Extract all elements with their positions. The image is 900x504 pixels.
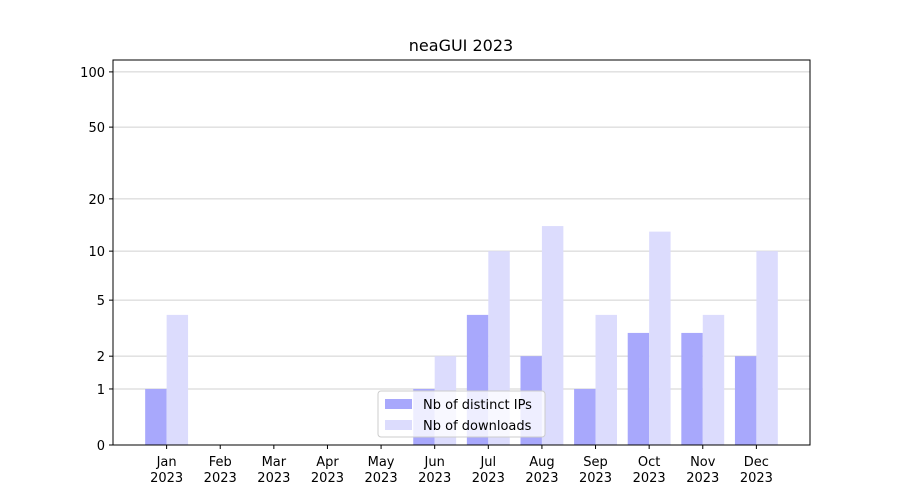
legend: Nb of distinct IPs Nb of downloads: [377, 390, 546, 438]
x-tick-label-line: Dec: [744, 455, 769, 470]
y-tick-label: 0: [97, 439, 105, 454]
x-tick-label-line: May: [368, 455, 395, 470]
x-tick-label: Oct 2023: [633, 455, 666, 486]
x-tick-label-line: 2023: [525, 471, 558, 486]
x-tick-label-line: Feb: [209, 455, 232, 470]
x-tick-label: Jan 2023: [150, 455, 183, 486]
bar: [595, 314, 617, 445]
x-tick-label-line: Nov: [690, 455, 716, 470]
y-tick-label: 10: [88, 245, 105, 260]
x-tick-label-line: Aug: [529, 455, 554, 470]
x-tick-label: Dec 2023: [740, 455, 773, 486]
x-tick-label: Mar 2023: [257, 455, 290, 486]
legend-swatch: [385, 420, 412, 430]
bar: [702, 314, 725, 445]
legend-label: Nb of downloads: [423, 419, 532, 434]
x-tick-label: Sep 2023: [579, 455, 612, 486]
legend-box: [377, 390, 546, 438]
x-tick-label-line: 2023: [633, 471, 666, 486]
x-tick-label-line: 2023: [365, 471, 398, 486]
x-tick-label-line: 2023: [418, 471, 451, 486]
x-tick-label-line: Oct: [638, 455, 660, 470]
legend-label: Nb of distinct IPs: [423, 398, 532, 413]
bar: [145, 388, 167, 445]
x-tick-label-line: Jun: [424, 455, 445, 470]
x-tick-label-line: 2023: [579, 471, 612, 486]
x-tick-label: Jun 2023: [418, 455, 451, 486]
bar: [574, 388, 596, 445]
y-tick-label: 100: [80, 66, 105, 81]
y-tick-label: 1: [97, 383, 105, 398]
x-tick-label-line: 2023: [740, 471, 773, 486]
bar: [734, 356, 757, 445]
x-tick-label-line: 2023: [204, 471, 237, 486]
plot-frame: [112, 59, 811, 446]
legend-swatch: [385, 399, 412, 409]
bar: [166, 314, 189, 445]
chart-title: neaGUI 2023: [409, 36, 513, 55]
x-tick-label: Nov 2023: [686, 455, 719, 486]
x-tick-label-line: 2023: [686, 471, 719, 486]
y-tick-label: 50: [88, 121, 105, 136]
bar: [681, 332, 703, 445]
x-tick-label-line: 2023: [311, 471, 344, 486]
x-tick-label-line: 2023: [257, 471, 290, 486]
x-tick-label: Feb 2023: [204, 455, 237, 486]
x-tick-label-line: 2023: [150, 471, 183, 486]
x-tick-label: May 2023: [365, 455, 398, 486]
bar: [756, 251, 778, 445]
x-tick-label: Aug 2023: [525, 455, 558, 486]
bar: [541, 226, 564, 445]
x-tick-label-line: Sep: [583, 455, 608, 470]
x-tick-label-line: 2023: [472, 471, 505, 486]
bar: [649, 231, 671, 445]
x-tick-label-line: Jan: [156, 455, 177, 470]
y-tick-label: 2: [97, 350, 105, 365]
x-tick-label: Apr 2023: [311, 455, 344, 486]
bar: [627, 332, 650, 445]
x-tick-label: Jul 2023: [472, 455, 505, 486]
y-tick-label: 5: [97, 294, 105, 309]
y-tick-label: 20: [88, 193, 105, 208]
x-tick-label-line: Jul: [479, 455, 496, 470]
x-tick-label-line: Mar: [262, 455, 287, 470]
x-tick-label-line: Apr: [316, 455, 339, 470]
